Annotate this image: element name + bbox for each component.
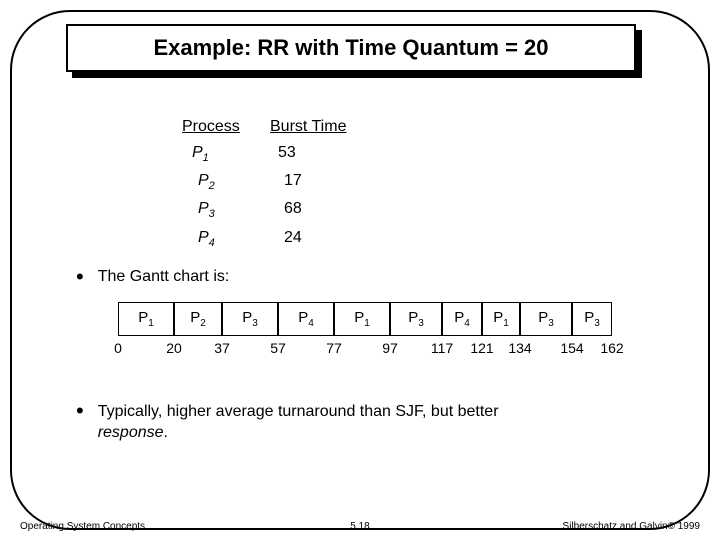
table-header: Process Burst Time [182,118,370,136]
gantt-tick: 57 [270,340,286,356]
table-row: P217 [182,172,370,192]
table-row: P153 [182,144,370,164]
gantt-cell: P3 [520,302,572,336]
process-table: Process Burst Time P153P217P368P424 [182,118,370,249]
note-response: response [98,424,164,441]
table-row: P368 [182,200,370,220]
footer-center: 5.18 [350,521,369,532]
footer-right: Silberschatz and Galvin© 1999 [563,521,700,532]
table-row: P424 [182,229,370,249]
process-cell: P4 [182,229,264,249]
gantt-tick: 0 [114,340,122,356]
process-cell: P1 [182,144,264,164]
gantt-tick: 37 [214,340,230,356]
process-cell: P3 [182,200,264,220]
footer-left: Operating System Concepts [20,521,145,532]
gantt-tick: 134 [508,340,531,356]
header-burst: Burst Time [270,118,370,136]
gantt-cell: P4 [278,302,334,336]
gantt-tick: 117 [431,340,453,356]
gantt-cell: P4 [442,302,482,336]
note-period: . [164,424,168,441]
gantt-cell: P1 [334,302,390,336]
burst-cell: 17 [264,172,364,192]
gantt-cell: P3 [390,302,442,336]
gantt-cell: P2 [174,302,222,336]
burst-cell: 68 [264,200,364,220]
slide-title: Example: RR with Time Quantum = 20 [153,35,548,61]
gantt-tick: 20 [166,340,182,356]
burst-cell: 24 [264,229,364,249]
gantt-tick: 154 [560,340,583,356]
gantt-tick: 97 [382,340,398,356]
footer: Operating System Concepts 5.18 Silbersch… [20,521,700,532]
gantt-cell: P3 [222,302,278,336]
header-process: Process [182,118,264,136]
process-cell: P2 [182,172,264,192]
note-line-a: Typically, higher average turnaround tha… [98,403,499,420]
gantt-tick: 77 [326,340,342,356]
title-box: Example: RR with Time Quantum = 20 [66,24,636,72]
bullet-dot-icon: • [76,404,84,418]
bullet-dot-icon: • [76,270,84,284]
burst-cell: 53 [264,144,364,164]
gantt-cell: P1 [118,302,174,336]
bullet-note: • Typically, higher average turnaround t… [76,402,656,444]
gantt-tick: 121 [470,340,493,356]
gantt-cell: P1 [482,302,520,336]
gantt-cell: P3 [572,302,612,336]
bullet-gantt: • The Gantt chart is: [76,268,229,286]
gantt-chart: P1P2P3P4P1P3P4P1P3P3 0203757779711712113… [118,302,638,360]
gantt-tick: 162 [600,340,623,356]
bullet-note-text: Typically, higher average turnaround tha… [98,402,499,444]
bullet-gantt-text: The Gantt chart is: [98,268,230,286]
